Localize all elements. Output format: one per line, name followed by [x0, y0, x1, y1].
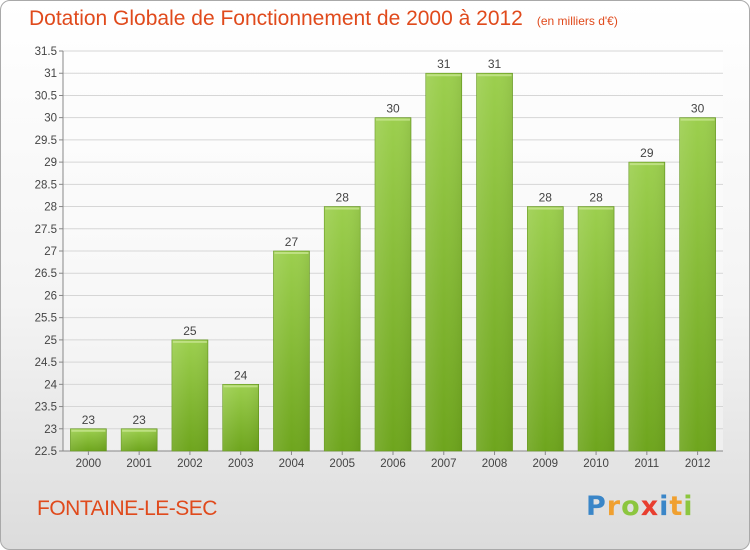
logo-letter: i [683, 491, 694, 522]
y-tick-label: 29.5 [35, 135, 57, 147]
bar-value-label: 25 [183, 324, 197, 338]
bar-highlight [629, 163, 664, 166]
bar-shine [375, 117, 411, 452]
y-tick-label: 24 [44, 379, 57, 391]
x-tick-label: 2011 [634, 458, 659, 470]
x-tick-label: 2012 [685, 458, 711, 470]
y-tick-label: 30 [44, 113, 57, 125]
x-tick-label: 2006 [380, 458, 406, 470]
bar-highlight [477, 74, 512, 77]
bar-value-label: 24 [234, 368, 248, 382]
title-row: Dotation Globale de Fonctionnement de 20… [29, 7, 618, 31]
y-tick-label: 28.5 [35, 179, 57, 191]
bar-value-label: 31 [437, 57, 451, 71]
bar-value-label: 30 [691, 102, 705, 116]
y-tick-label: 31.5 [35, 46, 57, 58]
bar-value-label: 28 [589, 191, 603, 205]
chart-subtitle: (en milliers d'€) [536, 14, 618, 28]
bar-value-label: 28 [336, 191, 350, 205]
y-tick-label: 25.5 [35, 313, 57, 325]
bar-highlight [71, 429, 106, 432]
y-tick-label: 27 [44, 246, 57, 258]
y-tick-label: 24.5 [35, 357, 57, 369]
bar-shine [121, 428, 158, 451]
bar-highlight [172, 340, 207, 343]
bar-shine [476, 73, 513, 451]
bar-shine [222, 384, 259, 451]
bar-highlight [122, 429, 157, 432]
y-tick-label: 27.5 [35, 224, 57, 236]
x-tick-label: 2010 [583, 458, 609, 470]
y-tick-label: 23 [44, 424, 57, 436]
y-tick-label: 22.5 [35, 446, 57, 458]
x-tick-label: 2008 [482, 458, 508, 470]
bar-value-label: 28 [539, 191, 553, 205]
logo-letter: i [659, 491, 670, 522]
x-tick-label: 2002 [177, 458, 203, 470]
bars [70, 72, 716, 452]
bar-highlight [274, 252, 309, 254]
bar-highlight [325, 207, 360, 210]
x-tick-label: 2000 [76, 458, 102, 470]
bar-highlight [528, 207, 563, 210]
bar-highlight [680, 118, 715, 121]
bar-highlight [376, 118, 410, 121]
bar-shine [578, 206, 615, 451]
x-tick-label: 2007 [431, 458, 457, 470]
y-tick-label: 29 [44, 157, 57, 169]
chart-title: Dotation Globale de Fonctionnement de 20… [29, 7, 523, 30]
bar-value-labels: 23 23 25 24 27 28 30 31 31 28 28 29 30 [82, 57, 705, 427]
bar-value-label: 23 [82, 413, 96, 427]
bar-shine [425, 73, 462, 451]
bar-value-label: 30 [386, 102, 400, 116]
bar-shine [527, 206, 564, 451]
y-tick-label: 30.5 [35, 90, 57, 102]
y-tick-label: 28 [44, 202, 57, 214]
bar-value-label: 31 [488, 57, 502, 71]
bar-shine [628, 162, 665, 451]
x-axis-ticks: 2000 2001 2002 2003 2004 2005 2006 2007 2008 2009… [76, 451, 711, 470]
bar-value-label: 29 [640, 146, 654, 160]
x-tick-label: 2005 [329, 458, 355, 470]
bar-highlight [223, 385, 258, 388]
bar-shine [324, 206, 361, 451]
bar-highlight [579, 207, 614, 210]
x-tick-label: 2009 [533, 458, 559, 470]
bar-value-label: 23 [132, 413, 146, 427]
proxiti-logo[interactable]: Proxiti [586, 491, 694, 522]
y-tick-label: 26.5 [35, 268, 57, 280]
logo-letter: P [586, 491, 607, 522]
y-tick-label: 31 [44, 68, 57, 80]
y-tick-label: 25 [44, 335, 57, 347]
logo-letter: o [621, 491, 641, 522]
bar-shine [273, 251, 310, 451]
logo-letter: x [640, 491, 660, 522]
logo-letter: r [606, 491, 622, 522]
x-tick-label: 2004 [279, 458, 305, 470]
x-tick-label: 2003 [228, 458, 254, 470]
bar-value-label: 27 [285, 235, 299, 249]
y-tick-label: 26 [44, 290, 57, 302]
logo-letter: t [669, 491, 684, 522]
x-tick-label: 2001 [126, 458, 152, 470]
bar-highlight [426, 74, 461, 77]
bar-shine [171, 339, 208, 451]
commune-name: FONTAINE-LE-SEC [37, 497, 217, 520]
bar-shine [679, 117, 716, 452]
y-tick-label: 23.5 [35, 402, 57, 414]
bar-shine [70, 428, 107, 451]
